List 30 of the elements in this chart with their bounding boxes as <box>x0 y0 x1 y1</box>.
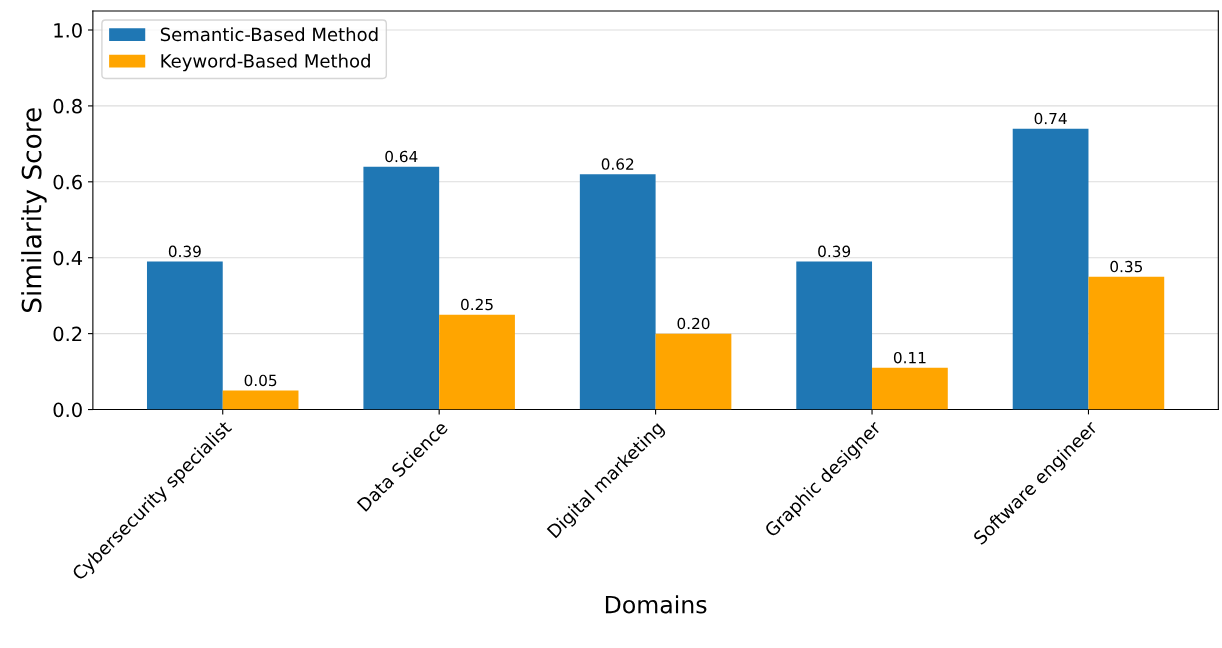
bar <box>796 261 873 410</box>
y-tick-label: 1.0 <box>54 22 82 38</box>
legend-label: Semantic-Based Method <box>160 27 378 42</box>
data-label: 0.74 <box>1034 112 1067 125</box>
bar <box>439 314 515 410</box>
bar <box>579 174 656 410</box>
y-tick-label: 0.4 <box>53 250 83 266</box>
data-label: 0.25 <box>461 298 493 311</box>
bar <box>655 333 732 410</box>
bar <box>1088 276 1165 410</box>
y-tick-label: 0.2 <box>53 326 82 342</box>
y-tick-label: 0.6 <box>53 174 82 190</box>
data-label: 0.64 <box>385 150 418 163</box>
bar <box>363 166 440 410</box>
data-label: 0.35 <box>1110 260 1143 273</box>
data-label: 0.39 <box>168 245 201 258</box>
bar <box>146 261 223 410</box>
bar <box>872 367 948 410</box>
data-label: 0.39 <box>818 245 851 258</box>
y-tick-label: 0.0 <box>53 402 82 418</box>
data-label: 0.05 <box>244 374 277 387</box>
legend-label: Keyword-Based Method <box>161 53 370 72</box>
y-tick-label: 0.8 <box>53 98 82 114</box>
x-axis-title: Domains <box>605 595 707 614</box>
data-label: 0.62 <box>601 158 634 170</box>
data-label: 0.20 <box>677 317 710 330</box>
y-axis-title: Similarity Score <box>21 108 47 313</box>
bar <box>1012 128 1089 410</box>
data-label: 0.11 <box>893 351 926 364</box>
bar <box>222 390 299 410</box>
